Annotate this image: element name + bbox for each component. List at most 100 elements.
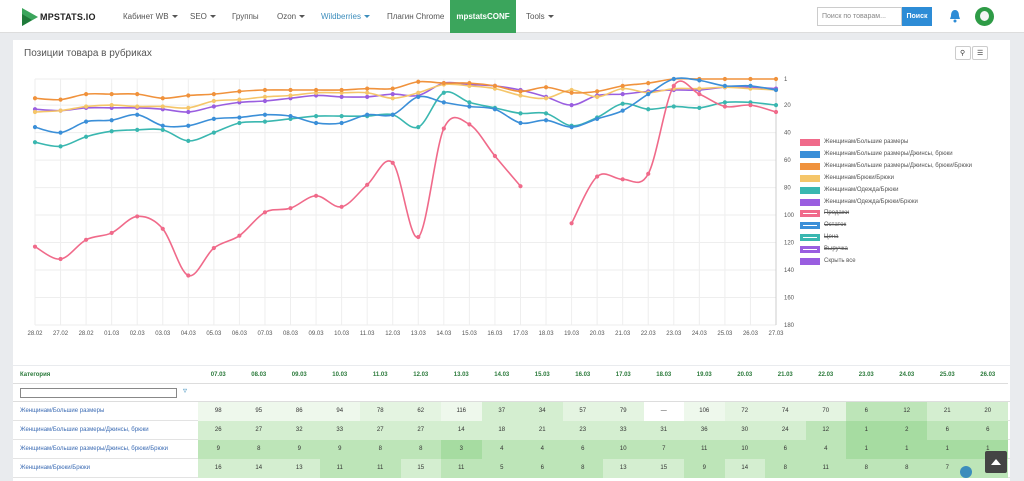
user-avatar[interactable]: [975, 7, 994, 26]
data-point: [543, 111, 549, 116]
nav-chrome-plugin[interactable]: Плагин Chrome: [387, 12, 445, 21]
header-date[interactable]: 12.03: [400, 366, 441, 384]
legend-label: Женщинам/Одежда/Брюки: [824, 186, 899, 193]
header-date[interactable]: 22.03: [805, 366, 846, 384]
header-date[interactable]: 13.03: [441, 366, 482, 384]
header-date[interactable]: 17.03: [603, 366, 644, 384]
mpstats-logo-icon[interactable]: [18, 6, 98, 28]
table-cell: 4: [481, 440, 522, 459]
table-cell: 86: [279, 402, 320, 421]
chat-icon[interactable]: [960, 466, 972, 478]
data-point: [390, 112, 395, 117]
table-cell: 1: [846, 421, 887, 440]
table-cell: 6: [522, 459, 563, 478]
data-point: [416, 125, 421, 130]
x-tick-label: 25.03: [717, 331, 733, 337]
nav-cabinet-wb[interactable]: Кабинет WB: [123, 0, 178, 33]
data-point: [646, 107, 651, 112]
data-point: [160, 127, 165, 132]
header-date[interactable]: 10.03: [319, 366, 360, 384]
chevron-down-icon: [364, 15, 371, 19]
header-date[interactable]: 16.03: [562, 366, 603, 384]
category-link[interactable]: Женщинам/Большие размеры: [20, 408, 105, 414]
table-cell: 9: [319, 440, 360, 459]
data-point: [365, 86, 370, 91]
data-point: [595, 89, 600, 94]
data-point: [620, 108, 625, 113]
table-cell: 24: [765, 421, 806, 440]
table-cell: 27: [360, 421, 401, 440]
table-cell: 6: [765, 440, 806, 459]
series-line: [34, 81, 777, 113]
data-point: [748, 83, 753, 88]
table-cell: 79: [603, 402, 644, 421]
legend-swatch: [800, 186, 820, 194]
table-cell: 7: [643, 440, 684, 459]
legend-swatch: [800, 162, 820, 170]
category-filter-input[interactable]: [20, 388, 177, 398]
data-point: [160, 104, 165, 109]
data-point: [697, 92, 702, 97]
header-category[interactable]: Категория: [13, 366, 198, 384]
category-link[interactable]: Женщинам/Брюки/Брюки: [20, 465, 91, 471]
pin-icon[interactable]: ⚲: [955, 46, 971, 60]
x-tick-label: 12.03: [385, 331, 401, 337]
category-link[interactable]: Женщинам/Большие размеры/Джинсы, брюки/Б…: [20, 446, 168, 452]
header-date[interactable]: 26.03: [967, 366, 1008, 384]
nav-seo[interactable]: SEO: [190, 0, 216, 33]
data-point: [722, 104, 727, 109]
data-point: [211, 104, 216, 109]
x-tick-label: 08.03: [283, 331, 299, 337]
header-date[interactable]: 11.03: [360, 366, 401, 384]
x-tick-label: 24.03: [692, 331, 708, 337]
data-point: [186, 138, 191, 143]
chevron-down-icon: [171, 15, 178, 19]
x-tick-label: 18.03: [539, 331, 555, 337]
table-row: Женщинам/Большие размеры 98 95 86 94 78 62 116 3…: [13, 402, 1010, 421]
header-date[interactable]: 24.03: [886, 366, 927, 384]
list-icon[interactable]: ☰: [972, 46, 988, 60]
x-tick-label: 11.03: [360, 331, 375, 337]
header-date[interactable]: 21.03: [765, 366, 806, 384]
search-input[interactable]: [817, 7, 902, 26]
logo-text[interactable]: MPSTATS.IO: [40, 12, 96, 22]
header-date[interactable]: 14.03: [481, 366, 522, 384]
header-date[interactable]: 18.03: [643, 366, 684, 384]
table-cell: 10: [603, 440, 644, 459]
header-date[interactable]: 07.03: [198, 366, 239, 384]
category-link[interactable]: Женщинам/Большие размеры/Джинсы, брюки: [20, 427, 149, 433]
nav-wildberries[interactable]: Wildberries: [321, 0, 371, 33]
bell-icon[interactable]: [949, 9, 961, 23]
x-tick-label: 05.03: [206, 331, 222, 337]
header-date[interactable]: 08.03: [238, 366, 279, 384]
header-date[interactable]: 19.03: [684, 366, 725, 384]
header-date[interactable]: 20.03: [724, 366, 765, 384]
data-point: [84, 119, 89, 124]
nav-ozon[interactable]: Ozon: [277, 0, 306, 33]
scroll-to-top-button[interactable]: [985, 451, 1007, 473]
data-point: [518, 111, 523, 116]
data-point: [135, 214, 140, 219]
header-date[interactable]: 25.03: [927, 366, 968, 384]
search-button[interactable]: Поиск: [902, 7, 932, 26]
nav-mpstats-conf[interactable]: mpstatsCONF: [450, 0, 516, 33]
x-tick-label: 20.03: [590, 331, 606, 337]
table-cell: 14: [238, 459, 279, 478]
data-point: [390, 160, 395, 165]
data-point: [518, 89, 523, 94]
data-point: [595, 94, 600, 99]
table-cell: 21: [522, 421, 563, 440]
nav-groups[interactable]: Группы: [232, 12, 259, 21]
filter-icon[interactable]: ▿: [183, 386, 188, 395]
table-cell: 31: [643, 421, 684, 440]
table-cell: 9: [684, 459, 725, 478]
table-cell: 4: [805, 440, 846, 459]
data-point: [518, 184, 523, 189]
table-cell: 12: [805, 421, 846, 440]
header-date[interactable]: 09.03: [279, 366, 320, 384]
nav-tools[interactable]: Tools: [526, 0, 554, 33]
data-point: [595, 174, 600, 179]
header-date[interactable]: 15.03: [522, 366, 563, 384]
data-point: [237, 89, 242, 94]
header-date[interactable]: 23.03: [846, 366, 887, 384]
